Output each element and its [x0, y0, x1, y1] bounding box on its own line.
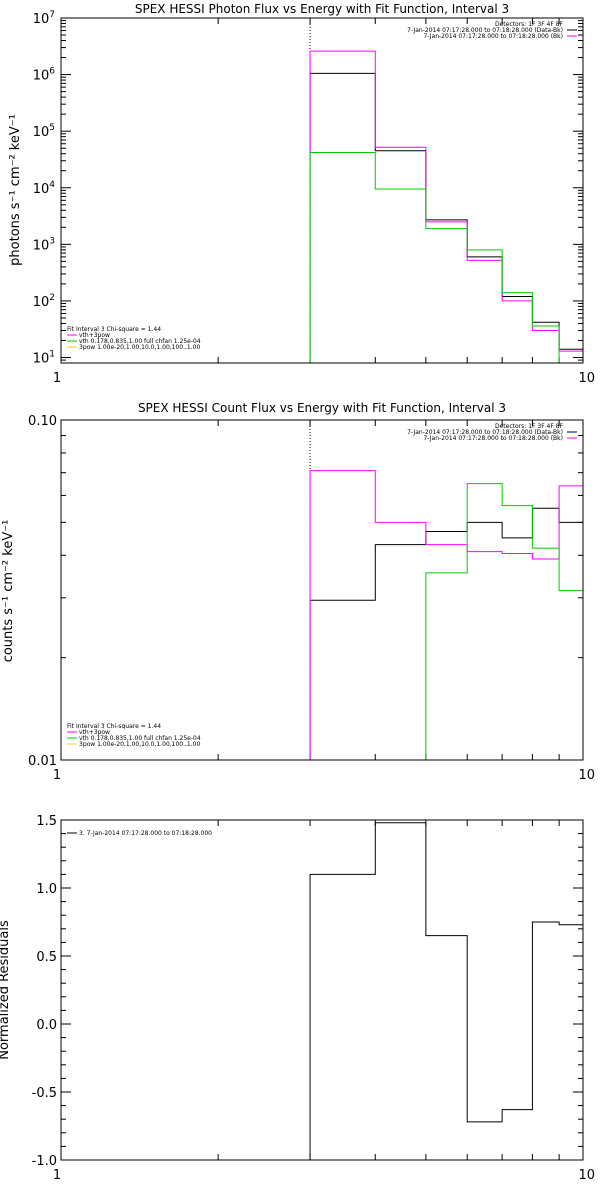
y-tick-base: 10	[33, 69, 50, 84]
y-tick-label: 0.10	[28, 414, 57, 429]
series-1-line	[309, 507, 583, 760]
y-tick-label: 106	[33, 67, 56, 84]
y-tick-exponent: 4	[49, 180, 55, 190]
x-tick-label: 10	[578, 1168, 595, 1183]
series-group	[309, 470, 583, 760]
series-1-line	[309, 822, 583, 1160]
legend-entry: Fit Interval 3 Chi-square = 1.44	[67, 723, 161, 730]
legend-entry: vth 0.178,0.835,1.00 full chfan 1.25e-04	[79, 735, 201, 742]
x-tick-label: 10	[578, 768, 595, 783]
legend-entry: vth+3pow	[79, 729, 110, 736]
series-3-line	[425, 483, 583, 760]
y-tick-label: 0.01	[28, 754, 57, 769]
y-tick-label: 107	[33, 10, 55, 27]
y-tick-base: 10	[33, 182, 50, 197]
y-tick-exponent: 3	[49, 236, 55, 246]
info-line: 7-Jan-2014 07:17:28.000 to 07:18:28.000 …	[423, 33, 563, 40]
chart-title: SPEX HESSI Photon Flux vs Energy with Fi…	[135, 2, 509, 16]
y-tick-base: 10	[33, 125, 50, 140]
plot-frame	[60, 419, 584, 761]
x-tick-label: 1	[53, 768, 61, 783]
panel-3: Normalized Residuals 1.5 1.0 0.5 0.0 -0.5 -1.0…	[0, 814, 595, 1183]
y-tick-label: 102	[33, 293, 55, 310]
legend-entry: vth 0.178,0.835,1.00 full chfan 1.25e-04	[79, 338, 201, 345]
panel-1: SPEX HESSI Photon Flux vs Energy with Fi…	[8, 2, 595, 386]
info-line: Detectors: 1F 3F 4F 8F	[495, 21, 564, 28]
y-tick-label: 105	[33, 123, 55, 140]
y-tick-label: 1.0	[36, 882, 57, 897]
info-line: 7-Jan-2014 07:17:28.000 to 07:18:28.000 …	[407, 429, 563, 436]
plot-frame	[60, 17, 584, 364]
y-tick-label: -0.5	[32, 1086, 57, 1101]
y-tick-label: 103	[33, 236, 55, 253]
y-tick-exponent: 6	[49, 67, 55, 77]
y-tick-exponent: 1	[49, 350, 55, 360]
y-tick-label: -1.0	[32, 1154, 57, 1169]
y-tick-label: 101	[33, 350, 55, 367]
series-3-line	[309, 151, 560, 363]
y-tick-label: 104	[33, 180, 56, 197]
x-tick-label: 1	[53, 371, 61, 386]
legend-entry: 3pow 1.00e-20,1.00,10.0,1.00,100.,1.00	[79, 741, 200, 748]
y-tick-exponent: 7	[49, 10, 55, 20]
legend-entry: Fit Interval 3 Chi-square = 1.44	[67, 326, 161, 333]
legend-entry: vth+3pow	[79, 332, 110, 339]
legend-entry: 3. 7-Jan-2014 07:17:28.000 to 07:18:28.0…	[79, 830, 212, 837]
x-tick-label: 10	[578, 371, 595, 386]
y-tick-base: 10	[33, 352, 50, 367]
y-tick-exponent: 5	[49, 123, 55, 133]
y-tick-label: 1.5	[36, 814, 57, 829]
y-tick-base: 10	[33, 12, 50, 27]
plot-frame	[60, 819, 584, 1161]
y-axis-label: Normalized Residuals	[0, 920, 12, 1060]
series-2-line	[309, 470, 583, 760]
y-tick-exponent: 2	[49, 293, 55, 303]
x-tick-label: 1	[53, 1168, 61, 1183]
y-axis-label: photons s⁻¹ cm⁻² keV⁻¹	[8, 114, 23, 266]
y-axis-label: counts s⁻¹ cm⁻² keV⁻¹	[1, 520, 16, 663]
y-tick-label: 0.5	[36, 950, 57, 965]
y-tick-base: 10	[33, 295, 50, 310]
series-2-line	[309, 50, 583, 363]
chart-title: SPEX HESSI Count Flux vs Energy with Fit…	[138, 401, 506, 415]
series-1-line	[309, 72, 583, 363]
info-line: 7-Jan-2014 07:17:28.000 to 07:18:28.000 …	[423, 435, 563, 442]
info-line: Detectors: 1F 3F 4F 8F	[495, 423, 564, 430]
series-group	[309, 50, 583, 363]
info-line: 7-Jan-2014 07:17:28.000 to 07:18:28.000 …	[407, 27, 563, 34]
y-tick-label: 0.0	[36, 1018, 57, 1033]
y-tick-base: 10	[33, 238, 50, 253]
panel-2: SPEX HESSI Count Flux vs Energy with Fit…	[1, 401, 595, 783]
legend-entry: 3pow 1.00e-20,1.00,10.0,1.00,100.,1.00	[79, 344, 200, 351]
series-group	[309, 822, 583, 1160]
